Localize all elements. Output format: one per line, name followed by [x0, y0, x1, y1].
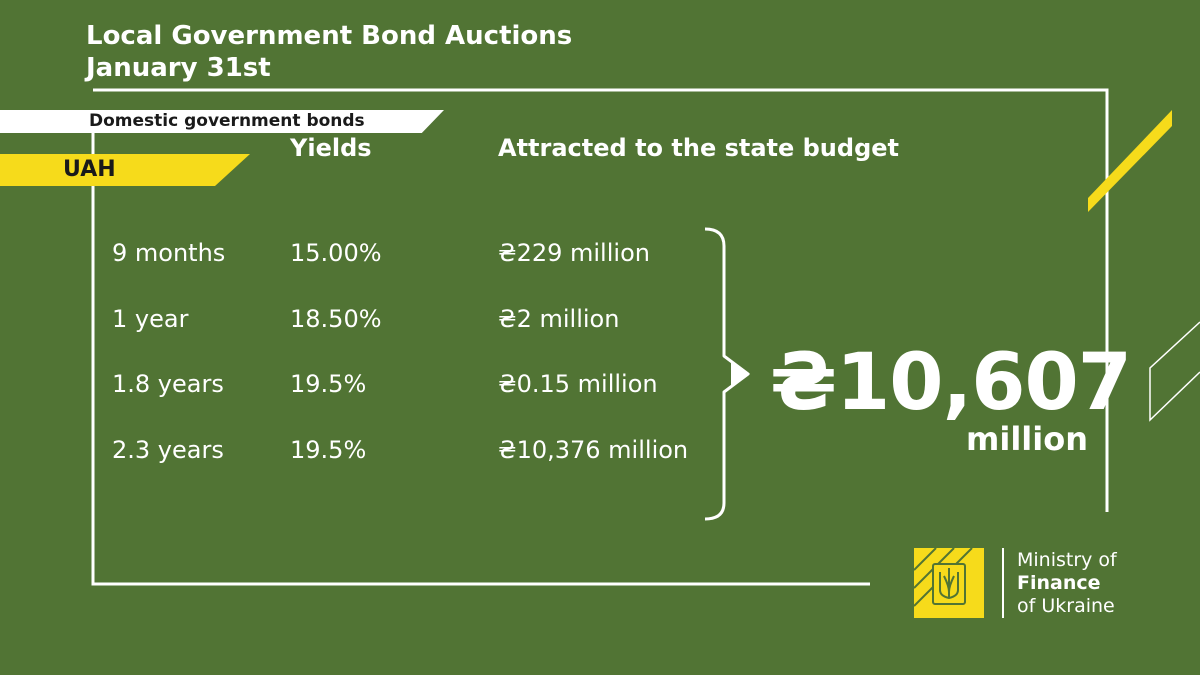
row-term: 1 year [112, 305, 189, 333]
ministry-line-2: Finance [1017, 572, 1101, 594]
total-amount: ₴10,607 [770, 338, 1132, 428]
row-term: 9 months [112, 239, 226, 267]
row-attracted: ₴2 million [498, 305, 620, 333]
ministry-line-1: Ministry of [1017, 549, 1117, 571]
title-line-2: January 31st [86, 53, 271, 83]
row-yield: 19.5% [290, 370, 367, 398]
yellow-stripe-decoration [1088, 110, 1172, 212]
title-line-1: Local Government Bond Auctions [86, 21, 573, 51]
category-label: Domestic government bonds [89, 111, 365, 131]
row-attracted: ₴10,376 million [498, 436, 689, 464]
row-yield: 15.00% [290, 239, 382, 267]
white-outline-stripe-decoration [1149, 321, 1200, 422]
border-top-right [93, 88, 1109, 512]
page-title: Local Government Bond Auctions January 3… [86, 20, 572, 84]
column-header-attracted: Attracted to the state budget [498, 134, 900, 162]
row-term: 1.8 years [112, 370, 224, 398]
column-header-yields: Yields [290, 134, 372, 162]
row-yield: 19.5% [290, 436, 367, 464]
total-unit: million [966, 420, 1088, 458]
border-outline [91, 111, 870, 586]
category-tag: Domestic government bonds [0, 110, 444, 133]
arrow-icon [731, 360, 750, 388]
currency-label: UAH [63, 157, 116, 182]
logo-divider [1002, 548, 1004, 618]
row-attracted: ₴0.15 million [498, 370, 658, 398]
ministry-line-3: of Ukraine [1017, 595, 1115, 617]
ministry-name: Ministry of Finance of Ukraine [1017, 549, 1117, 618]
row-yield: 18.50% [290, 305, 382, 333]
trident-emblem-icon [913, 547, 984, 618]
row-attracted: ₴229 million [498, 239, 650, 267]
currency-tag: UAH [0, 154, 250, 186]
row-term: 2.3 years [112, 436, 224, 464]
